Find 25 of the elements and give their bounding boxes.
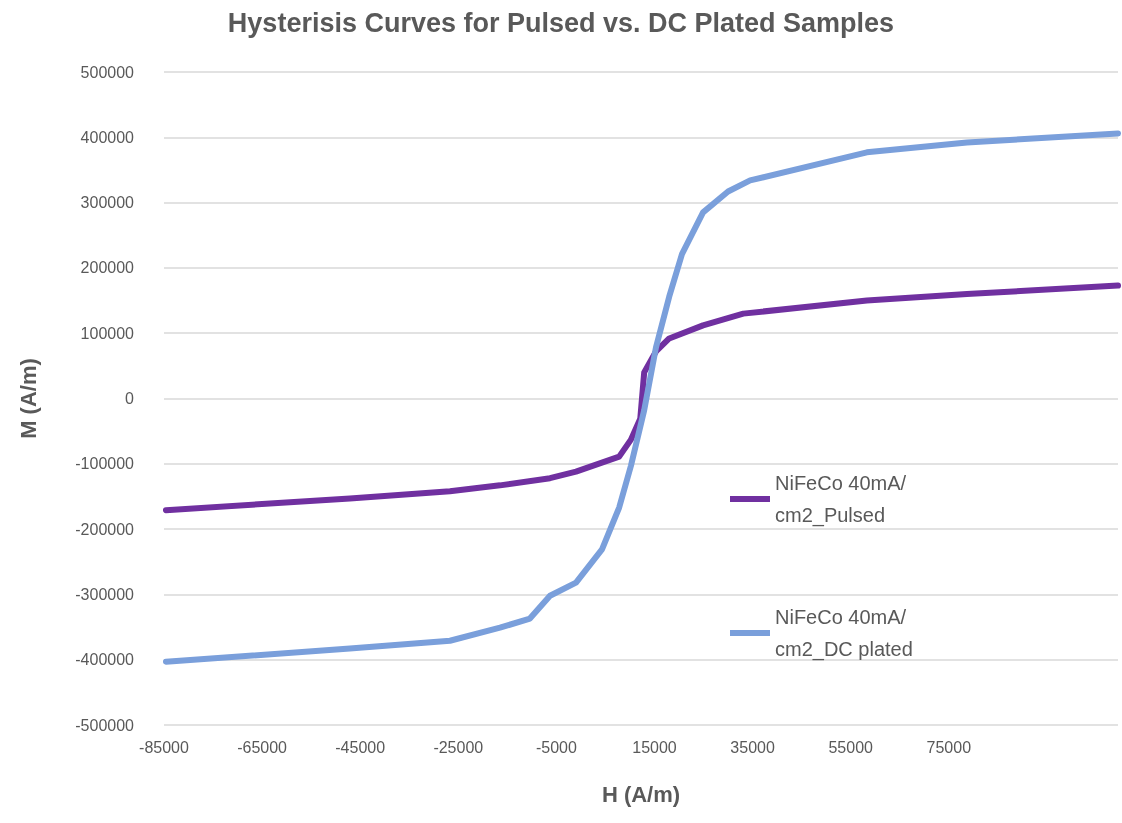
x-tick-label: -85000	[139, 738, 190, 756]
x-tick-label: -45000	[335, 738, 386, 756]
y-tick-label: 400000	[80, 128, 135, 146]
x-tick-label: -25000	[433, 738, 484, 756]
legend-label: NiFeCo 40mA/cm2_DC plated	[775, 606, 913, 661]
chart-title: Hysterisis Curves for Pulsed vs. DC Plated Samples	[227, 7, 895, 38]
y-tick-label: -400000	[75, 651, 135, 669]
x-tick-label: 75000	[926, 738, 972, 756]
y-tick-label: -100000	[75, 455, 135, 473]
y-tick-label: 0	[125, 390, 135, 407]
x-tick-label: 15000	[632, 738, 677, 756]
y-tick-label: 300000	[80, 194, 135, 212]
y-tick-label: -500000	[75, 716, 135, 734]
x-tick-label: 35000	[730, 738, 775, 756]
y-axis-title: M (A/m)	[15, 358, 41, 439]
y-tick-label: 200000	[80, 259, 135, 277]
y-tick-label: -300000	[75, 585, 135, 603]
x-axis-title: H (A/m)	[601, 781, 681, 807]
legend-label: NiFeCo 40mA/cm2_Pulsed	[775, 472, 907, 527]
y-tick-label: 100000	[80, 324, 135, 342]
y-tick-label: -200000	[75, 520, 135, 538]
y-tick-label: 500000	[80, 63, 135, 81]
x-tick-label: -65000	[237, 738, 288, 756]
x-tick-label: 55000	[828, 738, 874, 756]
x-tick-label: -5000	[535, 738, 577, 756]
